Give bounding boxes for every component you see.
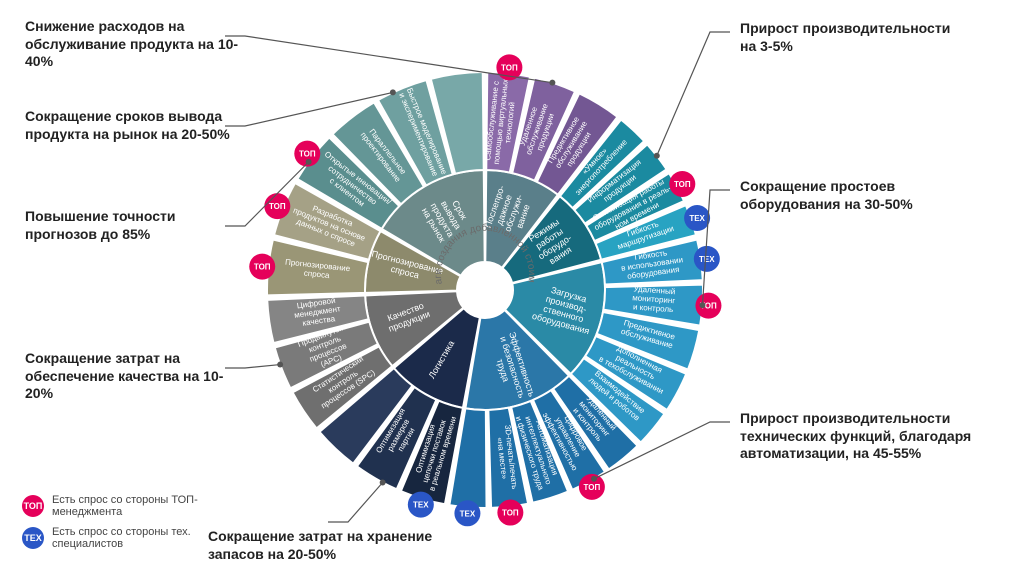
callout-productivity: Прирост производительности на 3-5% — [740, 20, 960, 55]
svg-text:ТОП: ТОП — [269, 202, 286, 211]
legend-row-top: ТОП Есть спрос со стороны ТОП-менеджмент… — [22, 494, 202, 518]
legend: ТОП Есть спрос со стороны ТОП-менеджмент… — [22, 494, 202, 558]
svg-text:ТОП: ТОП — [674, 180, 691, 189]
callout-forecast-acc: Повышение точности прогнозов до 85% — [25, 208, 245, 243]
callout-dot — [306, 159, 312, 165]
callout-dot — [549, 80, 555, 86]
callout-dot — [277, 362, 283, 368]
svg-text:ТОП: ТОП — [299, 150, 316, 159]
legend-top-label: Есть спрос со стороны ТОП-менеджмента — [52, 494, 202, 518]
callout-tech-productivity: Прирост производительности технических ф… — [740, 410, 990, 463]
svg-text:ТЕХ: ТЕХ — [689, 214, 705, 223]
callout-dot — [390, 89, 396, 95]
value-wheel-diagram: Послепро-дажноеобслужи-ваниеРежимыработы… — [0, 0, 1023, 580]
callout-dot — [591, 476, 597, 482]
legend-tech-label: Есть спрос со стороны тех. специалистов — [52, 526, 202, 550]
top-badge-icon: ТОП — [22, 495, 44, 517]
center-hole — [457, 262, 513, 318]
callout-dot — [699, 302, 705, 308]
callout-leader — [702, 190, 730, 305]
callout-downtime: Сокращение простоев оборудования на 30-5… — [740, 178, 960, 213]
svg-text:ТЕХ: ТЕХ — [460, 509, 476, 518]
callout-leader — [328, 482, 383, 522]
legend-row-tech: ТЕХ Есть спрос со стороны тех. специалис… — [22, 526, 202, 550]
callout-quality-cost: Сокращение затрат на обеспечение качеств… — [25, 350, 245, 403]
tech-badge-icon: ТЕХ — [22, 527, 44, 549]
callout-service-cost: Снижение расходов на обслуживание продук… — [25, 18, 245, 71]
callout-inventory-cost: Сокращение затрат на хранение запасов на… — [208, 528, 468, 563]
svg-text:ТОП: ТОП — [502, 509, 519, 518]
svg-text:ТЕХ: ТЕХ — [413, 501, 429, 510]
svg-text:ТОП: ТОП — [501, 63, 518, 72]
callout-leader — [657, 32, 730, 156]
svg-text:ТОП: ТОП — [584, 483, 601, 492]
callout-dot — [380, 479, 386, 485]
svg-text:ТОП: ТОП — [254, 263, 271, 272]
svg-text:ТЕХ: ТЕХ — [699, 255, 715, 264]
callout-dot — [654, 153, 660, 159]
callout-time-to-market: Сокращение сроков вывода продукта на рын… — [25, 108, 245, 143]
